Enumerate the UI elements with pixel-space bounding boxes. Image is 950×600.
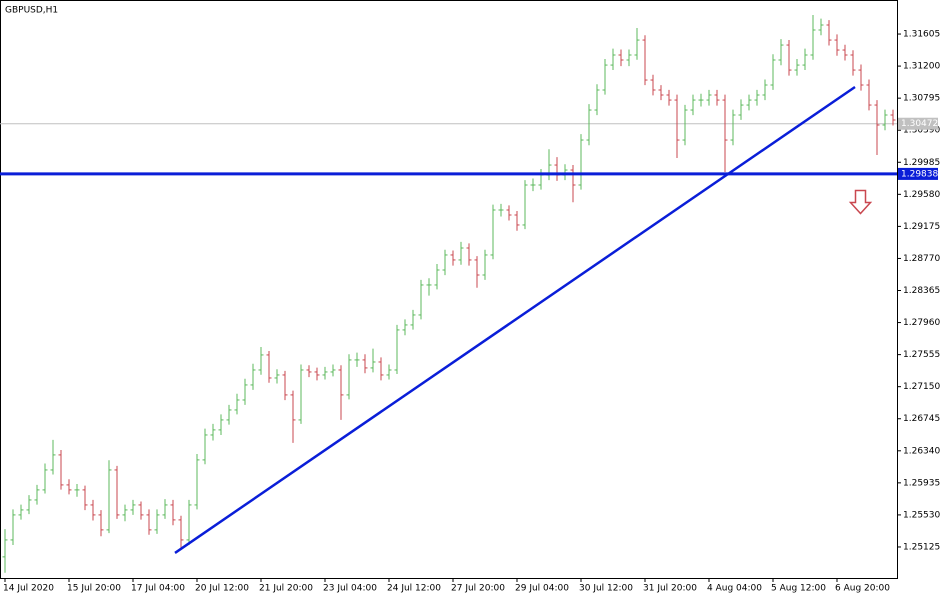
level-price-box (898, 167, 938, 180)
y-tick-label: 1.30795 (903, 94, 940, 104)
y-tick-label: 1.27960 (903, 318, 940, 328)
x-tick-label: 4 Aug 04:00 (707, 584, 762, 594)
x-tick-label: 24 Jul 12:00 (387, 584, 441, 594)
x-tick-label: 6 Aug 20:00 (835, 584, 890, 594)
x-tick-label: 20 Jul 12:00 (195, 584, 249, 594)
y-tick-label: 1.30390 (903, 126, 940, 136)
x-tick-label: 30 Jul 12:00 (579, 584, 633, 594)
plot-frame (0, 0, 898, 579)
y-tick-label: 1.31605 (903, 30, 940, 40)
bid-price-box (898, 117, 938, 130)
x-tick-label: 23 Jul 04:00 (323, 584, 377, 594)
y-tick-label: 1.26745 (903, 414, 940, 424)
sell-arrow (848, 189, 873, 215)
level-price-label: 1.29838 (901, 169, 938, 179)
y-tick-label: 1.27150 (903, 382, 940, 392)
x-tick-label: 15 Jul 20:00 (67, 584, 121, 594)
y-tick-label: 1.25935 (903, 478, 940, 488)
x-tick-label: 14 Jul 2020 (3, 584, 54, 594)
y-tick-label: 1.25125 (903, 542, 940, 552)
y-tick-label: 1.28770 (903, 254, 940, 264)
y-tick-label: 1.31200 (903, 62, 940, 72)
x-tick-label: 27 Jul 20:00 (451, 584, 505, 594)
y-tick-label: 1.28365 (903, 286, 940, 296)
trend-line (174, 85, 856, 554)
y-tick-label: 1.25530 (903, 510, 940, 520)
x-tick-label: 5 Aug 12:00 (771, 584, 826, 594)
y-tick-label: 1.26340 (903, 446, 940, 456)
chart-title: GBPUSD,H1 (5, 6, 58, 16)
y-tick-label: 1.29580 (903, 190, 940, 200)
bid-price-label: 1.30472 (901, 119, 938, 129)
x-tick-label: 31 Jul 20:00 (643, 584, 697, 594)
x-tick-label: 29 Jul 04:00 (515, 584, 569, 594)
y-tick-label: 1.29175 (903, 222, 940, 232)
x-tick-label: 21 Jul 20:00 (259, 584, 313, 594)
x-tick-label: 17 Jul 04:00 (131, 584, 185, 594)
y-tick-label: 1.27555 (903, 350, 940, 360)
y-tick-label: 1.29985 (903, 158, 940, 168)
